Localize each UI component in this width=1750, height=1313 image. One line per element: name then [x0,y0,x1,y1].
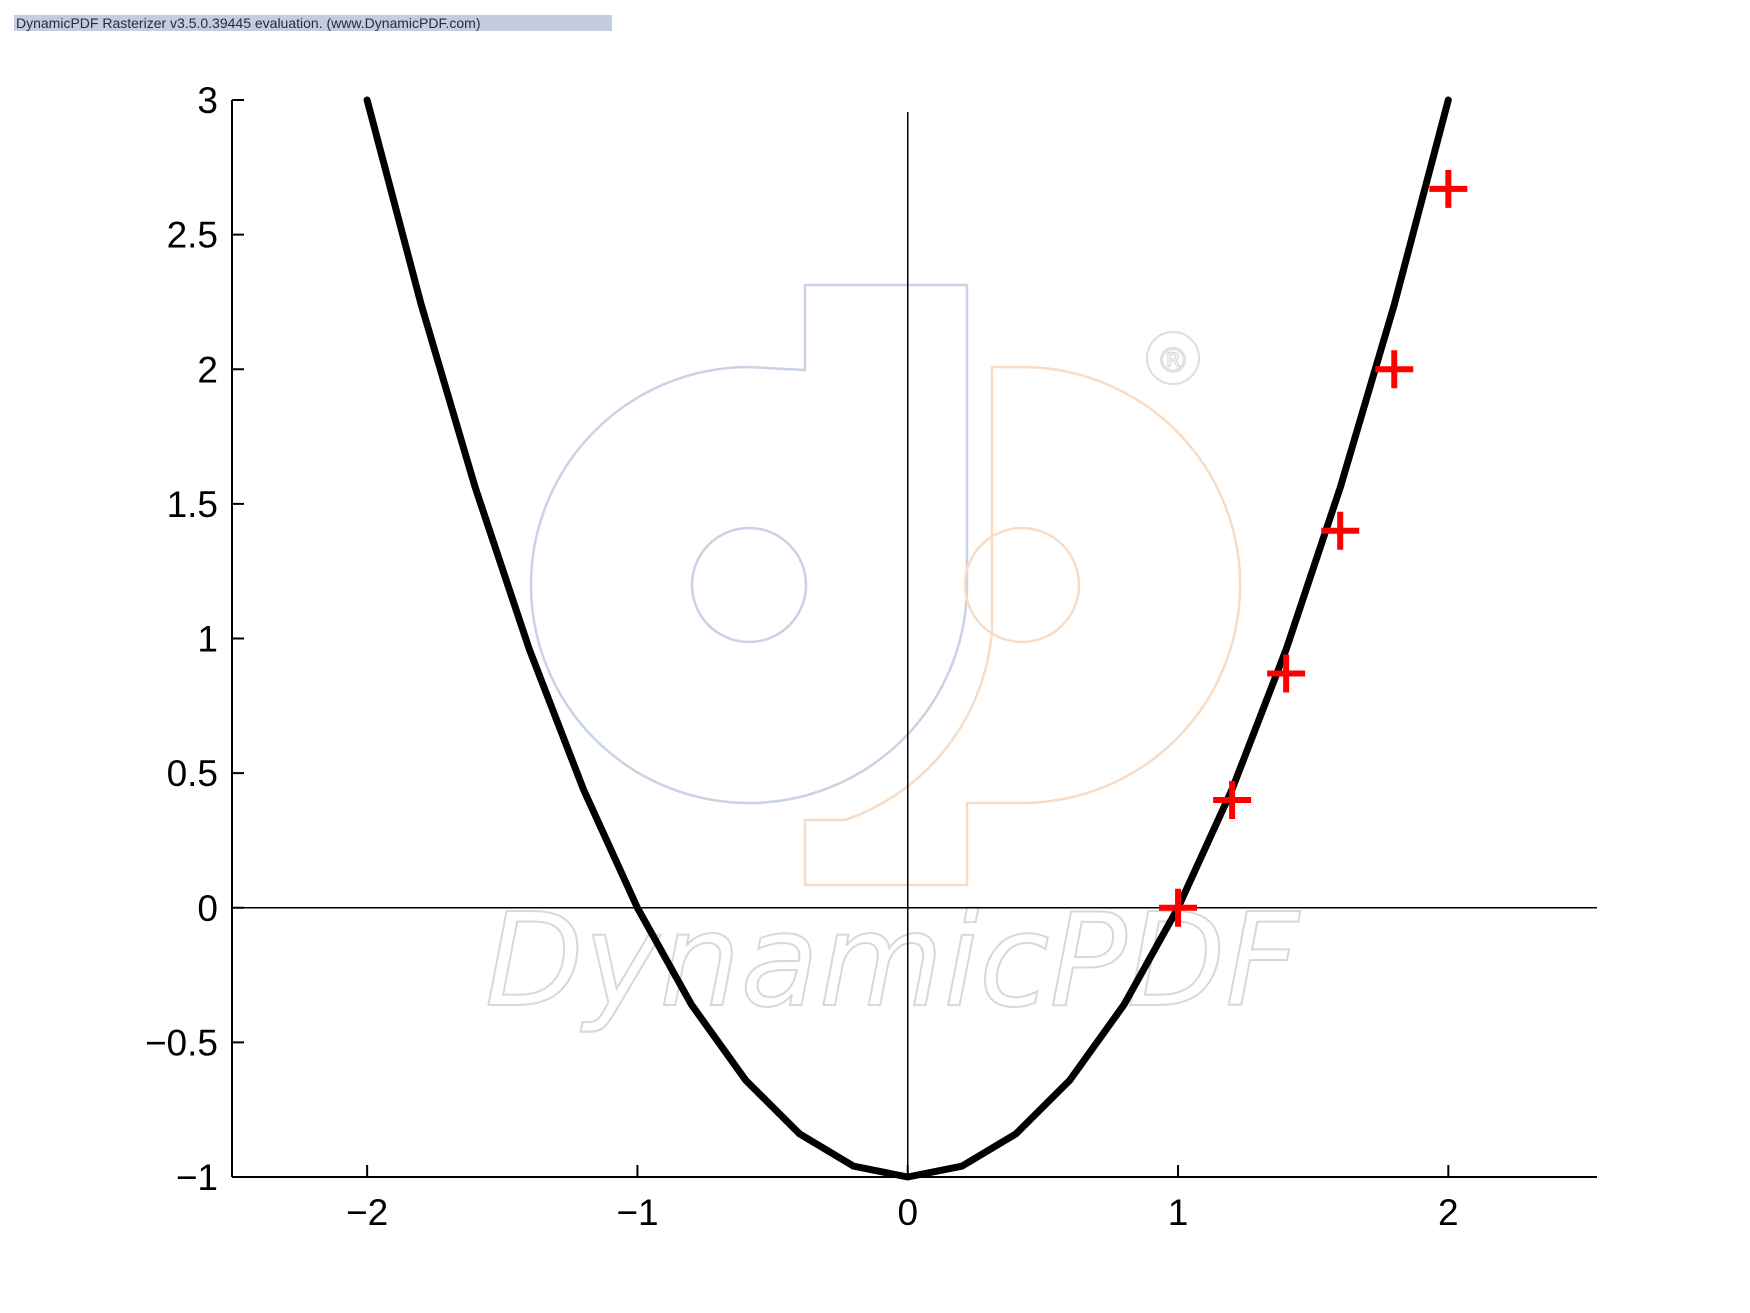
y-tick-label: 0 [197,888,218,929]
y-tick-label: −1 [176,1157,218,1198]
plus-marker [1267,654,1306,693]
y-tick-label: 1 [197,619,218,660]
y-tick-label: 1.5 [167,484,218,525]
y-tick-label: 3 [197,80,218,121]
plus-marker [1159,888,1198,927]
watermark-text: DynamicPDF [485,887,1301,1036]
y-tick-label: 2 [197,349,218,390]
x-tick-label: −2 [346,1192,388,1233]
reference-lines [232,112,1597,1177]
y-tick-label: −0.5 [145,1022,218,1063]
plus-marker [1375,350,1414,389]
watermark-d-glyph [529,283,969,805]
y-tick-label: 2.5 [167,215,218,256]
plus-marker [1213,781,1252,820]
registered-mark-glyph: ® [1156,341,1190,381]
x-tick-label: −1 [616,1192,658,1233]
watermark-p-glyph [803,365,1242,887]
watermark-p-counter [963,526,1081,644]
marker-series [1159,169,1468,927]
x-tick-label: 0 [897,1192,918,1233]
dynamicpdf-watermark: ® DynamicPDF [484,283,1302,1037]
registered-mark-icon [1146,331,1200,385]
plus-marker [1321,511,1360,550]
plus-marker [1429,169,1468,208]
x-tick-label: 2 [1438,1192,1459,1233]
axes: −1 −0.5 0 0.5 1 1.5 2 2.5 3 −2 −1 0 1 2 [145,80,1597,1233]
x-tick-label: 1 [1168,1192,1189,1233]
watermark-d-counter [690,526,808,644]
evaluation-banner: DynamicPDF Rasterizer v3.5.0.39445 evalu… [14,15,612,31]
parabola-series [363,96,1452,1181]
parabola-line [363,96,1452,1181]
y-tick-label: 0.5 [167,753,218,794]
